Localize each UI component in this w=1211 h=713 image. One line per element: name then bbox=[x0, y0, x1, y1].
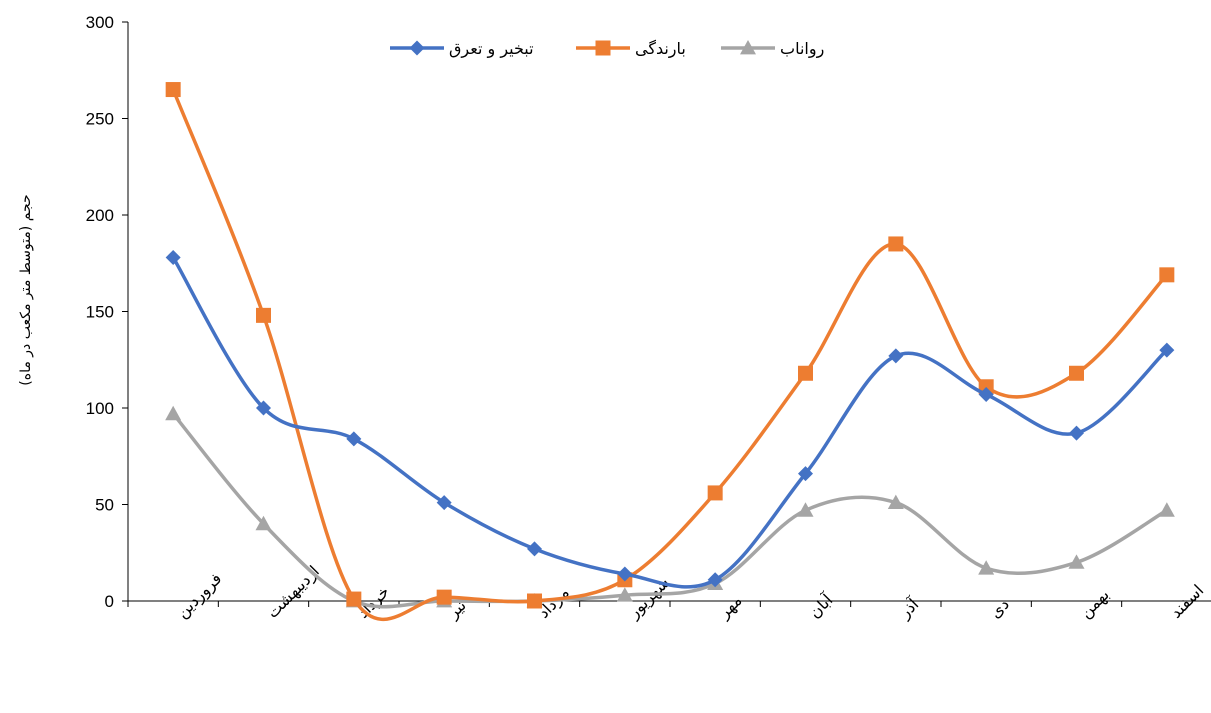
chart-series bbox=[165, 82, 1175, 622]
series-line bbox=[171, 88, 1169, 622]
data-point bbox=[798, 365, 813, 381]
legend-marker bbox=[740, 40, 756, 55]
data-point bbox=[436, 495, 452, 511]
data-point bbox=[256, 400, 271, 416]
y-tick-label: 300 bbox=[86, 13, 114, 32]
data-point bbox=[165, 82, 181, 98]
x-tick-label: دی bbox=[986, 594, 1013, 621]
x-tick-label: بهمن bbox=[1076, 585, 1114, 623]
y-tick-label: 0 bbox=[105, 592, 114, 611]
series-1 bbox=[165, 82, 1175, 622]
data-point bbox=[255, 515, 272, 531]
data-point bbox=[888, 348, 904, 364]
y-tick-label: 250 bbox=[86, 110, 114, 129]
data-point bbox=[1069, 365, 1084, 381]
data-point bbox=[707, 485, 723, 501]
legend-item: بارندگی bbox=[576, 39, 686, 59]
chart-legend: تبخیر و تعرق بارندگی رواناب bbox=[390, 39, 824, 59]
series-0 bbox=[165, 249, 1175, 589]
data-point bbox=[978, 386, 994, 402]
legend-marker bbox=[595, 40, 611, 56]
x-tick-label: اردیبهشت bbox=[263, 562, 324, 623]
legend-item: رواناب bbox=[721, 39, 824, 59]
legend-label: بارندگی bbox=[635, 39, 686, 59]
data-point bbox=[527, 593, 542, 609]
data-point bbox=[797, 502, 814, 517]
data-point bbox=[887, 494, 904, 509]
data-point bbox=[346, 431, 362, 447]
data-point bbox=[707, 572, 723, 588]
chart-axes bbox=[127, 22, 1211, 602]
x-tick-label: آبان bbox=[805, 589, 838, 622]
data-point bbox=[165, 249, 181, 265]
data-point bbox=[1068, 554, 1085, 569]
data-point bbox=[1158, 502, 1175, 517]
legend-marker bbox=[409, 40, 425, 56]
y-axis-ticks: 0 50 100 150 200 250 300 bbox=[86, 13, 128, 611]
data-point bbox=[1159, 267, 1175, 283]
y-tick-label: 200 bbox=[86, 206, 114, 225]
legend-item: تبخیر و تعرق bbox=[390, 39, 534, 59]
data-point bbox=[798, 466, 813, 482]
data-point bbox=[1069, 425, 1084, 441]
data-point bbox=[165, 405, 182, 421]
x-tick-label: فروردین bbox=[173, 569, 227, 623]
data-point bbox=[616, 587, 633, 602]
y-axis-label: حجم (متوسط متر مکعب در ماه) bbox=[18, 194, 34, 385]
x-tick-label: مهر bbox=[714, 591, 746, 623]
y-tick-label: 100 bbox=[86, 399, 114, 418]
data-point bbox=[617, 566, 633, 582]
data-point bbox=[978, 379, 994, 395]
data-point bbox=[346, 591, 362, 607]
series-line bbox=[171, 256, 1168, 589]
data-point bbox=[436, 589, 452, 605]
x-tick-label: آذر bbox=[895, 594, 925, 624]
series-2 bbox=[165, 405, 1175, 609]
legend-label: رواناب bbox=[780, 39, 824, 59]
legend-label: تبخیر و تعرق bbox=[449, 39, 534, 59]
y-tick-label: 150 bbox=[86, 303, 114, 322]
y-tick-label: 50 bbox=[95, 496, 114, 515]
data-point bbox=[978, 560, 995, 575]
data-point bbox=[1159, 342, 1175, 358]
data-point bbox=[527, 541, 542, 557]
data-point bbox=[888, 236, 904, 252]
series-line bbox=[171, 412, 1168, 609]
data-point bbox=[256, 307, 271, 323]
